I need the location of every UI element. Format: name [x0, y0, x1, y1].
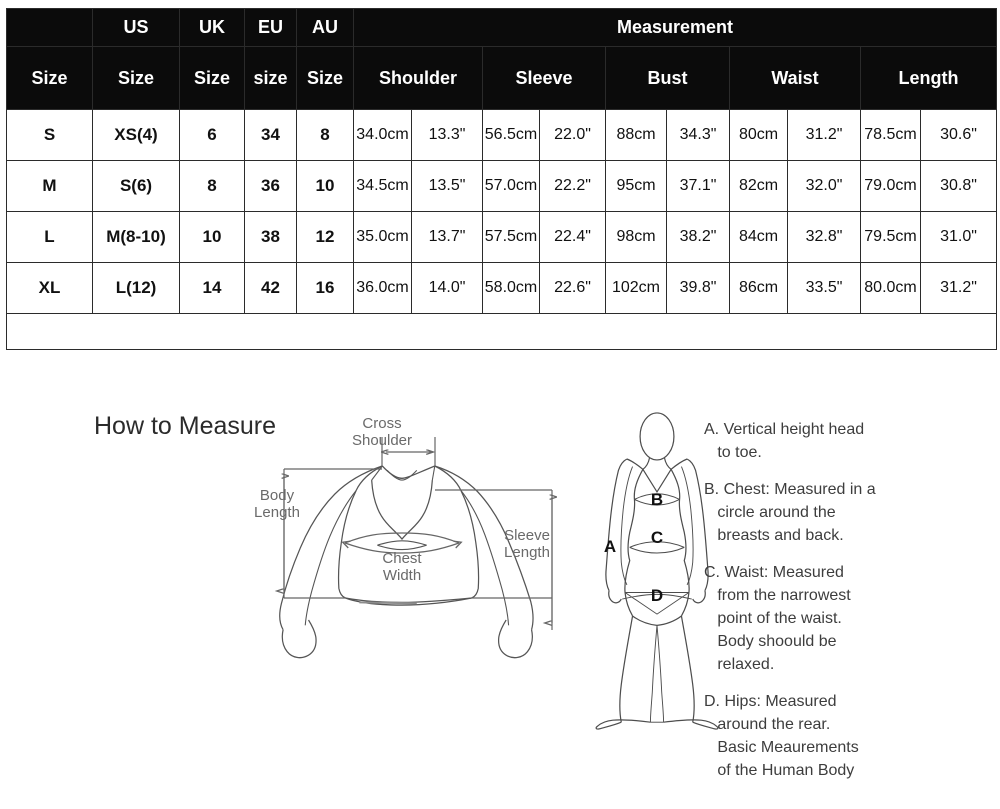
svg-text:D: D [651, 586, 663, 605]
svg-text:B: B [651, 490, 663, 509]
svg-text:A: A [604, 537, 616, 556]
svg-text:C: C [651, 528, 663, 547]
